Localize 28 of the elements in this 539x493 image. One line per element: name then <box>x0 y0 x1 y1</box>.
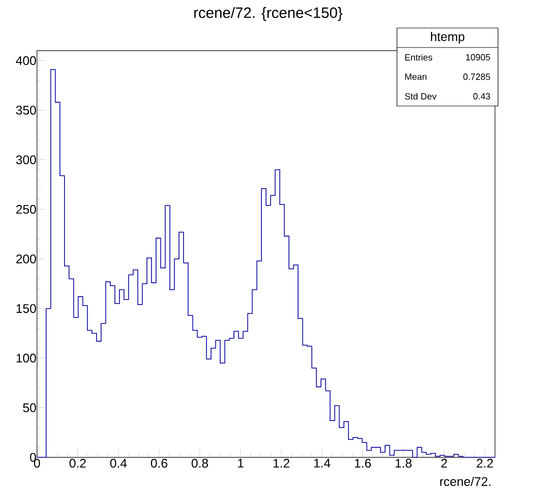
x-tick-label: 1.4 <box>314 458 330 468</box>
x-tick-label: 2.2 <box>476 458 493 468</box>
x-tick-label: 1 <box>238 458 244 468</box>
x-tick-label: 1.2 <box>274 458 290 468</box>
y-tick-label: 50 <box>23 403 36 412</box>
annotation: 0.7285 <box>463 74 490 80</box>
x-tick-label: 1.8 <box>396 458 412 468</box>
y-tick-label: 400 <box>16 56 36 66</box>
annotation: 10905 <box>466 54 490 60</box>
x-tick-label: 1.6 <box>354 458 371 468</box>
y-tick-label: 250 <box>16 204 36 214</box>
annotation: Mean <box>405 74 426 80</box>
text: htemp <box>430 32 464 44</box>
chart-title: rcene/72. {rcene<150} <box>194 6 342 21</box>
y-tick-label: 100 <box>16 354 36 363</box>
x-tick-label: 0.2 <box>70 458 86 468</box>
x-axis-title: rcene/72. <box>440 476 490 486</box>
annotation: Std Dev <box>404 92 436 100</box>
x-tick-label: 0.4 <box>110 458 127 468</box>
x-tick-label: 2 <box>441 458 447 468</box>
y-tick-label: 350 <box>16 106 36 115</box>
annotation: Entries <box>405 54 432 61</box>
x-tick-label: 0.8 <box>192 458 208 468</box>
y-tick-label: 200 <box>16 254 36 264</box>
y-tick-label: 150 <box>16 304 36 313</box>
y-tick-label: 300 <box>16 155 36 164</box>
x-tick-label: 0.6 <box>150 458 168 468</box>
annotation: 0.43 <box>473 93 490 100</box>
